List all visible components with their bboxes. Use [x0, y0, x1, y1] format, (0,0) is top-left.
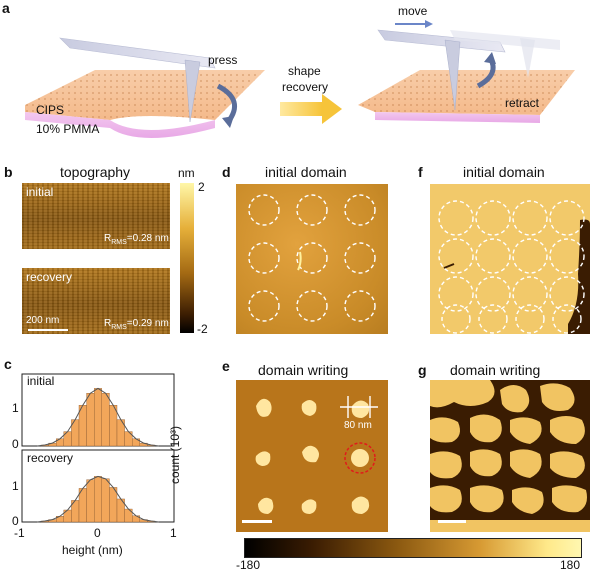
topography-recovery-image: recovery 200 nm RRMS=0.29 nm — [22, 268, 170, 334]
phase-colorbar — [244, 538, 582, 558]
right-cantilevers — [377, 29, 560, 111]
phase-colorbar-min: -180 — [236, 558, 261, 572]
shape-recovery-arrow — [280, 94, 342, 124]
initial-tag: initial — [26, 185, 54, 199]
rms-initial: RRMS=0.28 nm — [104, 233, 169, 246]
shape-recovery-label-1: shape — [288, 64, 321, 78]
left-cantilever — [59, 37, 216, 123]
panel-d-circles — [248, 194, 376, 322]
panel-d-title: initial domain — [265, 164, 347, 180]
scalebar-b — [28, 329, 68, 331]
panel-f-circles — [438, 200, 590, 334]
dimension-marker — [340, 396, 378, 418]
panel-d-label: d — [222, 164, 231, 180]
move-label: move — [398, 4, 428, 18]
dimension-label: 80 nm — [344, 420, 372, 431]
hist-ytick-bottom-1: 1 — [12, 479, 19, 493]
hist-ytick-top-0: 0 — [12, 437, 19, 451]
hist-bars-initial — [37, 387, 159, 447]
right-film — [358, 70, 575, 123]
panel-e-label: e — [222, 358, 230, 374]
phase-colorbar-max: 180 — [560, 558, 581, 572]
colorbar-max: 2 — [198, 180, 205, 194]
hist-xlabel: height (nm) — [62, 543, 123, 557]
hist-initial-tag: initial — [27, 374, 55, 388]
panel-g-title: domain writing — [450, 362, 541, 378]
gaussian-fit-line — [37, 387, 159, 447]
shape-recovery-label-2: recovery — [282, 80, 329, 94]
hist-ytick-top-1: 1 — [12, 401, 19, 415]
scalebar-b-label: 200 nm — [26, 315, 60, 326]
topography-initial-image: initial RRMS=0.28 nm — [22, 183, 170, 249]
hist-ylabel: count (10³) — [168, 425, 183, 485]
hist-bar — [93, 388, 102, 447]
panel-e-image: 80 nm — [236, 380, 388, 532]
recovery-tag: recovery — [26, 270, 73, 284]
topography-colorbar — [180, 183, 194, 333]
pmma-label: 10% PMMA — [36, 122, 100, 136]
rms-recovery: RRMS=0.29 nm — [104, 318, 169, 331]
left-film — [25, 70, 265, 138]
press-label: press — [208, 53, 238, 67]
hist-xtick-1: 1 — [170, 526, 177, 540]
panel-d-image — [236, 184, 388, 334]
panel-b-label: b — [4, 164, 13, 180]
panel-b-title: topography — [60, 164, 131, 180]
hist-bars-recovery — [37, 475, 159, 523]
panel-e-title: domain writing — [258, 362, 349, 378]
panel-g-domains — [430, 380, 590, 532]
scalebar-g — [438, 520, 466, 523]
hist-bar — [101, 393, 110, 447]
hist-bar — [109, 405, 118, 447]
panel-a-schematic — [25, 20, 575, 138]
cips-label: CIPS — [36, 103, 65, 117]
retract-label: retract — [505, 96, 540, 110]
hist-bar — [86, 393, 95, 447]
histogram-chart — [21, 373, 175, 523]
panel-f-label: f — [418, 164, 423, 180]
hist-ytick-bottom-0: 0 — [12, 514, 19, 528]
panel-g-label: g — [418, 362, 427, 378]
panel-a-label: a — [2, 0, 10, 16]
highlight-circle — [344, 442, 376, 474]
hist-recovery-tag: recovery — [27, 451, 74, 465]
hist-bar — [78, 405, 87, 447]
scalebar-e — [242, 520, 272, 523]
hist-bar — [109, 487, 118, 523]
panel-g-image — [430, 380, 590, 532]
hist-bar — [93, 476, 102, 523]
hist-xtick-0: 0 — [94, 526, 101, 540]
hist-xtick-neg1: -1 — [14, 526, 25, 540]
panel-f-image — [430, 184, 590, 334]
panel-c-label: c — [4, 356, 12, 372]
panel-e-domains — [242, 396, 378, 523]
hist-bar — [101, 478, 110, 523]
hist-bar — [86, 479, 95, 523]
gaussian-fit-line — [37, 475, 159, 523]
colorbar-min: -2 — [197, 322, 208, 336]
colorbar-unit: nm — [178, 166, 195, 180]
panel-f-title: initial domain — [463, 164, 545, 180]
